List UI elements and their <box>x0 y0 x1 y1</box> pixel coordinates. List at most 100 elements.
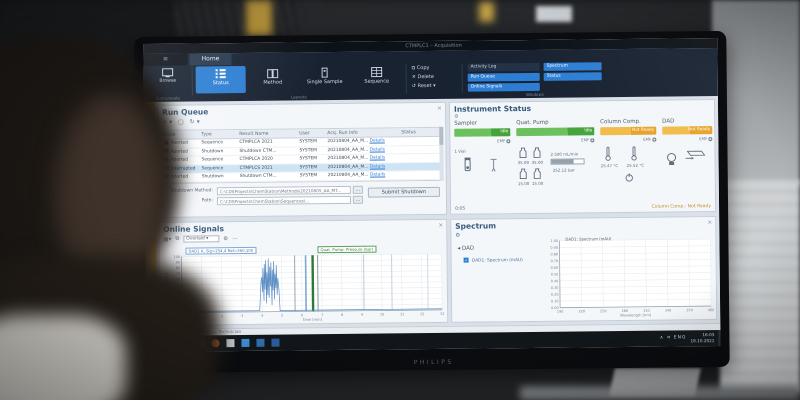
pressure-readout: 252.12 bar <box>552 167 575 173</box>
tree-node-dad[interactable]: ◂ DAD <box>457 245 475 252</box>
toggle-activity-log[interactable]: Activity Log <box>467 62 540 72</box>
pinned-app-icon[interactable] <box>241 338 250 348</box>
system-tray[interactable]: ∧ ⊲ ENG <box>659 335 687 341</box>
details-link[interactable]: Details <box>369 147 385 153</box>
app-icon[interactable] <box>226 339 235 348</box>
online-signals-toolbar: ▦▾ ⧉ Overlaid ▾ ⚙ ⋯ <box>163 234 238 244</box>
shutdown-method-field[interactable]: C:\CDSProjects\ChemStation\Methods\20210… <box>216 185 351 196</box>
spectrum-title: Spectrum <box>455 221 497 231</box>
gear-icon[interactable]: ⚙ <box>454 113 459 120</box>
browse-path-button[interactable]: … <box>352 195 364 204</box>
emf-indicator[interactable]: EMF i <box>699 136 713 143</box>
svg-text:12: 12 <box>420 312 424 316</box>
submit-shutdown-button[interactable]: Submit Shutdown <box>367 186 440 198</box>
close-icon[interactable]: × <box>438 221 444 229</box>
thermometer-icon <box>605 146 611 161</box>
legend-dad-signal[interactable]: DAD1 A, Sig=254,4 Ref=360,100 <box>185 246 257 255</box>
svg-text:280: 280 <box>622 309 629 313</box>
solvent-bottle-icon <box>519 168 527 180</box>
lab-coat <box>0 315 126 400</box>
table-scrollbar[interactable] <box>439 126 444 181</box>
toggle-online-signals[interactable]: Online Signals <box>467 82 540 92</box>
svg-text:6: 6 <box>301 313 303 317</box>
column-status-bar: Not Ready <box>600 126 657 136</box>
svg-text:10: 10 <box>380 313 384 317</box>
pinned-app-icon[interactable] <box>256 338 265 347</box>
online-signals-chart[interactable]: 0123456789101112130102030405060708090100… <box>163 244 445 324</box>
svg-text:Time [min]: Time [min] <box>301 318 322 322</box>
details-link[interactable]: Details <box>369 138 385 144</box>
details-link[interactable]: Details <box>369 155 386 161</box>
module-quat-pump: Quat. Pump Idle EMF i 35.00 35.00 15.00 1… <box>516 119 595 187</box>
more-icon[interactable]: ⋯ <box>232 235 238 242</box>
svg-text:190: 190 <box>557 310 564 314</box>
tab-home[interactable]: Home <box>189 53 232 66</box>
window-split-icon[interactable]: ⧉ <box>175 235 180 242</box>
svg-text:90: 90 <box>176 261 180 265</box>
svg-text:370: 370 <box>686 308 693 312</box>
svg-text:0.60: 0.60 <box>551 266 559 270</box>
svg-text:Wavelength [nm]: Wavelength [nm] <box>620 313 652 317</box>
monitor: CTMPLC1 – Acquisition ≡ Home Browse Inst… <box>134 30 730 374</box>
vial-icon <box>464 157 471 172</box>
module-column-comp: Column Comp. Not Ready EMF i 25.47 °C 25.… <box>600 119 657 200</box>
svg-text:400: 400 <box>708 308 714 312</box>
monitor-stand <box>609 368 701 396</box>
taskbar-clock[interactable]: 16:03 18.10.2021 <box>690 332 715 343</box>
gear-icon[interactable]: ⚙ <box>455 232 461 239</box>
spectrum-chart[interactable]: 190 220 250 280 310 340 370 400 0.00 0.10 0.20 0.30… <box>543 233 714 319</box>
toggle-status[interactable]: Status <box>543 72 602 81</box>
reset-button[interactable]: ↺ Reset ▾ <box>411 82 436 90</box>
group-label-layouts: Layouts <box>291 94 307 100</box>
svg-text:0.70: 0.70 <box>551 259 559 263</box>
method-book-icon <box>267 69 279 79</box>
svg-text:8: 8 <box>341 313 343 317</box>
lab-instrument-stack <box>720 180 800 392</box>
emf-indicator[interactable]: EMF i <box>497 138 511 145</box>
path-field[interactable]: C:\CDSProjects\ChemStation\Sequences\... <box>216 195 352 206</box>
pinned-app-icon[interactable] <box>271 338 280 347</box>
status-list-icon <box>215 69 226 79</box>
sequence-button[interactable]: Sequence <box>352 64 402 92</box>
checkbox-checked-icon[interactable]: ✓ <box>463 257 469 263</box>
details-link[interactable]: Details <box>369 164 386 170</box>
window-title: CTMPLC1 – Acquisition <box>405 42 462 49</box>
details-link[interactable]: Details <box>369 172 386 179</box>
app-menu-button[interactable]: ≡ <box>143 53 188 67</box>
svg-text:340: 340 <box>665 309 672 313</box>
method-button[interactable]: Method <box>248 65 298 93</box>
svg-text:0.00: 0.00 <box>551 306 559 310</box>
tree-item-dad-spectrum[interactable]: ✓ DAD1: Spectrum (mAU) <box>463 257 523 264</box>
power-icon[interactable] <box>625 173 634 182</box>
svg-text:100: 100 <box>174 255 181 259</box>
show-desktop-button[interactable] <box>718 329 721 347</box>
browse-shutdown-method-button[interactable]: … <box>352 185 363 194</box>
spectrum-chart-legend: DAD1: Spectrum (mAU) <box>565 236 612 242</box>
single-sample-button[interactable]: Single Sample <box>300 65 350 93</box>
group-label-windows: Windows <box>525 91 544 98</box>
toggle-spectrum[interactable]: Spectrum <box>543 62 602 71</box>
emf-indicator[interactable]: EMF i <box>581 137 595 144</box>
svg-text:220: 220 <box>578 309 585 313</box>
gear-icon[interactable]: ⚙ <box>223 235 229 242</box>
svg-text:0.90: 0.90 <box>550 246 558 250</box>
display-mode-dropdown[interactable]: Overlaid ▾ <box>183 235 220 243</box>
svg-text:5: 5 <box>281 314 283 318</box>
close-icon[interactable]: × <box>436 104 443 112</box>
copy-button[interactable]: ⧉ Copy <box>411 65 430 72</box>
ribbon: ≡ Home Browse Instruments Status Method <box>143 48 718 103</box>
solvent-bottle-icon <box>533 168 541 179</box>
background-label <box>536 6 572 22</box>
svg-text:11: 11 <box>400 312 404 316</box>
delete-button[interactable]: ✕ Delete <box>411 73 434 81</box>
toggle-run-queue[interactable]: Run Queue <box>467 72 540 82</box>
legend-pump-pressure[interactable]: Quat. Pump: Pressure (bar) <box>317 245 377 254</box>
close-icon[interactable]: × <box>707 219 713 227</box>
emf-indicator[interactable]: EMF i <box>643 136 657 143</box>
status-button[interactable]: Status <box>195 65 246 94</box>
solvent-bottle-icon <box>533 147 541 158</box>
pump-status-bar: Idle <box>516 127 595 137</box>
svg-text:250: 250 <box>600 309 607 313</box>
